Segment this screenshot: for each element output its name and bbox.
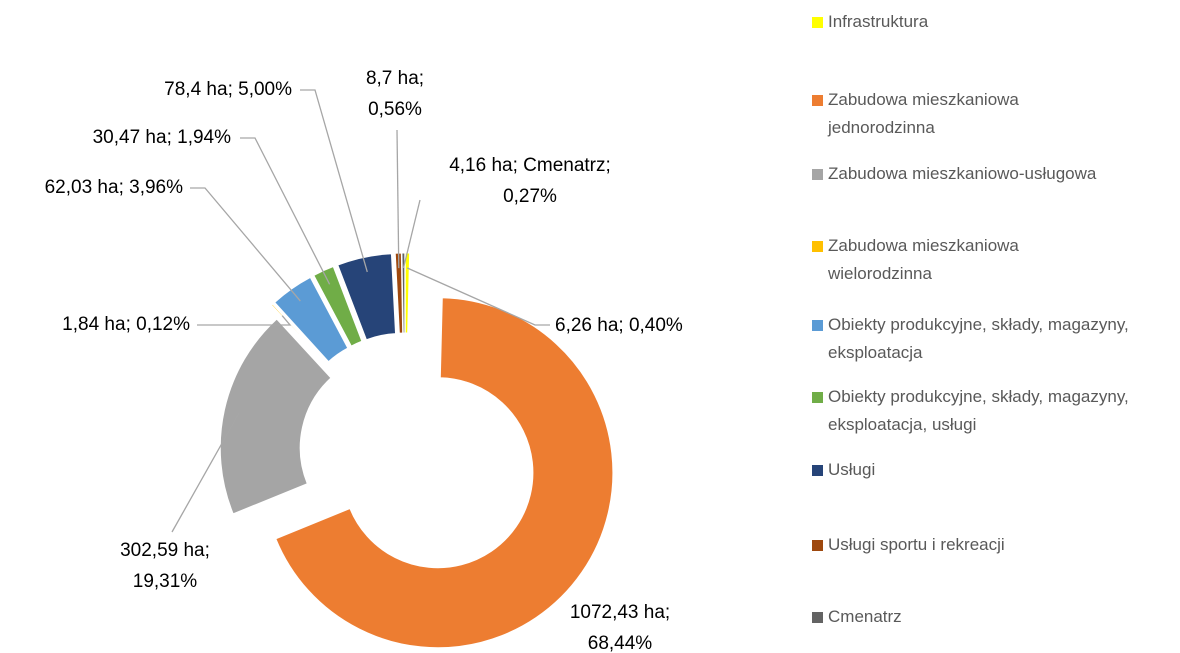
legend-label: Usługi sportu i rekreacji [828, 535, 1005, 554]
data-label: 30,47 ha; 1,94% [92, 127, 231, 148]
legend-entry: Obiekty produkcyjne, składy, magazyny, e… [812, 383, 1180, 439]
legend-label: Infrastruktura [828, 12, 929, 31]
leader-line [190, 187, 301, 302]
pie-slice [337, 253, 397, 341]
legend-label: Zabudowa mieszkaniowa wielorodzinna [828, 236, 1019, 283]
legend-label: Usługi [828, 460, 876, 479]
legend-swatch [812, 241, 823, 252]
legend-label: Zabudowa mieszkaniowa jednorodzinna [828, 90, 1019, 137]
legend-swatch [812, 17, 823, 28]
legend-entry: Zabudowa mieszkaniowa wielorodzinna [812, 232, 1180, 288]
legend-label: Obiekty produkcyjne, składy, magazyny, e… [828, 387, 1129, 434]
data-label: 302,59 ha; 19,31% [120, 540, 210, 592]
leader-line [171, 412, 240, 533]
data-label: 1072,43 ha; 68,44% [569, 602, 671, 653]
leader-line [300, 89, 368, 273]
data-label: 6,26 ha; 0,40% [555, 315, 683, 336]
legend-swatch [812, 392, 823, 403]
pie-slice [274, 276, 349, 363]
leader-line [402, 199, 421, 269]
legend-entry: Usługi [812, 456, 1180, 484]
legend-entry: Obiekty produkcyjne, składy, magazyny, e… [812, 311, 1180, 367]
pie-slice [219, 318, 332, 515]
leader-line [240, 137, 331, 285]
pie-slice [275, 297, 614, 649]
pie-slice [313, 265, 363, 347]
leader-line [407, 267, 550, 326]
legend-entry: Zabudowa mieszkaniowa jednorodzinna [812, 86, 1180, 142]
pie-slice [401, 252, 406, 334]
legend-swatch [812, 465, 823, 476]
legend-swatch [812, 540, 823, 551]
legend-swatch [812, 95, 823, 106]
leader-line [396, 129, 400, 269]
legend-label: Cmenatrz [828, 607, 902, 626]
data-label: 62,03 ha; 3,96% [44, 177, 183, 198]
legend-entry: Cmenatrz [812, 603, 1180, 631]
legend-swatch [812, 612, 823, 623]
data-label: 4,16 ha; Cmenatrz; 0,27% [449, 155, 611, 207]
leader-line [197, 315, 292, 326]
legend-swatch [812, 320, 823, 331]
legend-label: Zabudowa mieszkaniowo-usługowa [828, 164, 1097, 183]
data-label: 1,84 ha; 0,12% [62, 314, 190, 335]
legend-swatch [812, 169, 823, 180]
legend-entry: Usługi sportu i rekreacji [812, 531, 1180, 559]
legend-entry: Zabudowa mieszkaniowo-usługowa [812, 160, 1180, 188]
pie-slice [404, 252, 411, 334]
legend-label: Obiekty produkcyjne, składy, magazyny, e… [828, 315, 1129, 362]
data-label: 8,7 ha; 0,56% [365, 68, 425, 120]
legend-entry: Infrastruktura [812, 8, 1180, 36]
data-label: 78,4 ha; 5,00% [164, 79, 292, 100]
pie-slice [394, 252, 404, 334]
